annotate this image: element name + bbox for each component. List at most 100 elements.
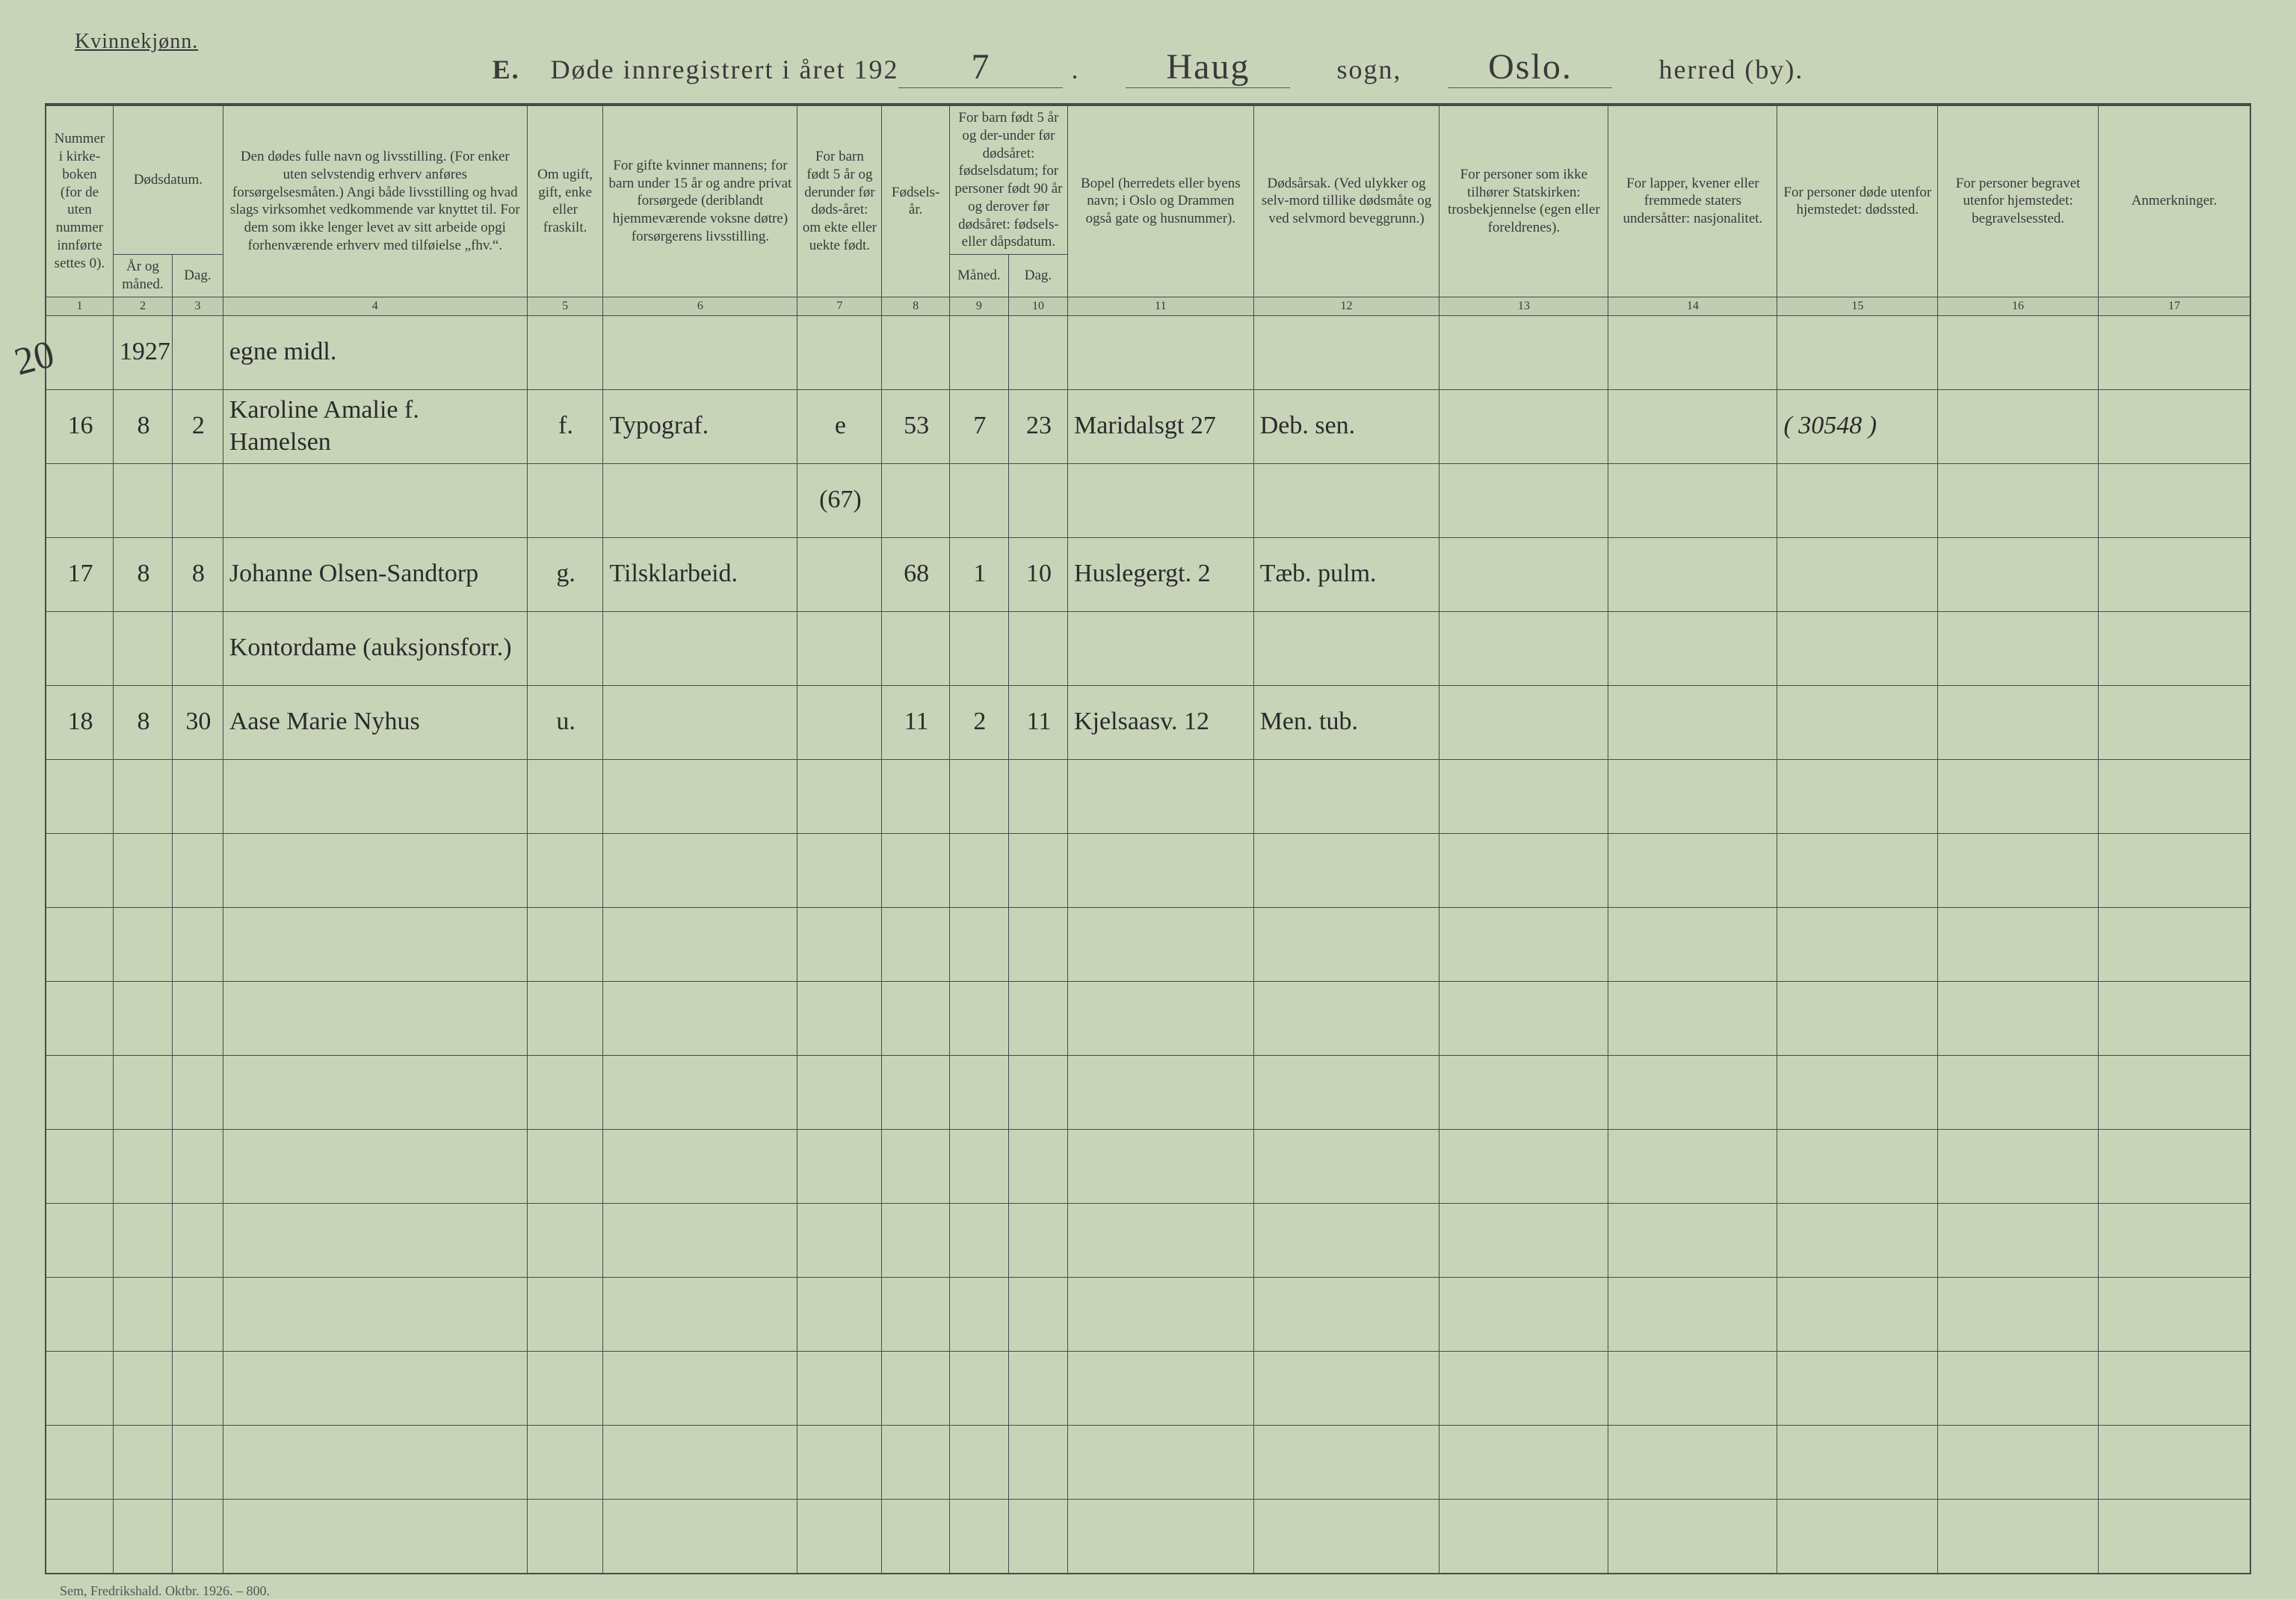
cell-remarks	[2098, 315, 2250, 389]
col-5-header: Om ugift, gift, enke eller fraskilt.	[527, 105, 603, 297]
blank-cell	[113, 907, 172, 981]
cell-remarks	[2098, 537, 2250, 611]
col-2-header: År og måned.	[113, 255, 172, 297]
blank-cell	[527, 759, 603, 833]
cell-residence: Huslegergt. 2	[1068, 537, 1254, 611]
blank-cell	[1608, 1351, 1777, 1425]
blank-cell	[46, 1055, 113, 1129]
blank-cell	[949, 907, 1008, 981]
colnum: 8	[882, 297, 949, 315]
blank-cell	[173, 1499, 223, 1574]
blank-cell	[949, 1425, 1008, 1499]
cell-death_place	[1777, 537, 1938, 611]
cell-year_month	[113, 463, 172, 537]
blank-cell	[113, 981, 172, 1055]
cell-provider	[603, 685, 797, 759]
blank-cell	[603, 1055, 797, 1129]
cell-day: 30	[173, 685, 223, 759]
colnum: 13	[1439, 297, 1608, 315]
blank-cell	[2098, 833, 2250, 907]
blank-cell	[2098, 907, 2250, 981]
blank-cell	[2098, 1277, 2250, 1351]
cell-birth_day	[1008, 611, 1067, 685]
blank-cell	[949, 1055, 1008, 1129]
table-row: 1927egne midl.	[46, 315, 2250, 389]
blank-cell	[797, 907, 882, 981]
cell-day	[173, 463, 223, 537]
blank-cell	[1777, 833, 1938, 907]
blank-cell	[797, 1499, 882, 1574]
cell-day: 2	[173, 389, 223, 463]
blank-cell	[173, 907, 223, 981]
blank-cell	[1253, 1351, 1439, 1425]
blank-cell	[113, 1129, 172, 1203]
blank-cell	[603, 1129, 797, 1203]
colnum: 4	[223, 297, 527, 315]
blank-cell	[797, 1351, 882, 1425]
table-row-blank	[46, 1499, 2250, 1574]
blank-cell	[1439, 833, 1608, 907]
col-17-header: Anmerkninger.	[2098, 105, 2250, 297]
cell-faith	[1439, 463, 1608, 537]
col-2-3-group: Dødsdatum.	[113, 105, 223, 255]
cell-legit	[797, 685, 882, 759]
blank-cell	[603, 759, 797, 833]
blank-cell	[527, 907, 603, 981]
cell-year_month: 8	[113, 537, 172, 611]
blank-cell	[223, 1351, 527, 1425]
table-row-blank	[46, 1351, 2250, 1425]
blank-cell	[1777, 1055, 1938, 1129]
cell-birth_month: 1	[949, 537, 1008, 611]
blank-cell	[2098, 1499, 2250, 1574]
cell-faith	[1439, 389, 1608, 463]
blank-cell	[2098, 1351, 2250, 1425]
blank-cell	[223, 1055, 527, 1129]
cell-provider: Typograf.	[603, 389, 797, 463]
blank-cell	[173, 1203, 223, 1277]
blank-cell	[1777, 981, 1938, 1055]
cell-birth_day: 10	[1008, 537, 1067, 611]
colnum: 1	[46, 297, 113, 315]
table-row-blank	[46, 833, 2250, 907]
blank-cell	[1008, 1499, 1067, 1574]
blank-cell	[882, 759, 949, 833]
blank-cell	[2098, 1129, 2250, 1203]
blank-cell	[1253, 1055, 1439, 1129]
table-row: (67)	[46, 463, 2250, 537]
cell-birth_year	[882, 611, 949, 685]
cell-burial_place	[1938, 537, 2099, 611]
table-row: Kontordame (auksjonsforr.)	[46, 611, 2250, 685]
cell-birth_day	[1008, 315, 1067, 389]
blank-cell	[173, 833, 223, 907]
blank-cell	[1439, 907, 1608, 981]
blank-cell	[1008, 1055, 1067, 1129]
cell-burial_place	[1938, 463, 2099, 537]
cell-provider: Tilsklarbeid.	[603, 537, 797, 611]
cell-birth_month: 2	[949, 685, 1008, 759]
blank-cell	[223, 1203, 527, 1277]
colnum: 11	[1068, 297, 1254, 315]
blank-cell	[46, 1425, 113, 1499]
colnum: 14	[1608, 297, 1777, 315]
blank-cell	[1777, 1203, 1938, 1277]
cell-cause: Men. tub.	[1253, 685, 1439, 759]
cell-num	[46, 611, 113, 685]
blank-cell	[1439, 1425, 1608, 1499]
blank-cell	[949, 1129, 1008, 1203]
cell-legit	[797, 315, 882, 389]
blank-cell	[1068, 1203, 1254, 1277]
blank-cell	[113, 1203, 172, 1277]
cell-faith	[1439, 315, 1608, 389]
column-number-row: 1 2 3 4 5 6 7 8 9 10 11 12 13 14 15 16 1…	[46, 297, 2250, 315]
cell-provider	[603, 463, 797, 537]
cell-residence	[1068, 315, 1254, 389]
blank-cell	[882, 1351, 949, 1425]
blank-cell	[173, 759, 223, 833]
blank-cell	[1068, 1277, 1254, 1351]
footer-imprint: Sem, Fredrikshald. Oktbr. 1926. – 800.	[60, 1583, 2251, 1599]
blank-cell	[797, 833, 882, 907]
blank-cell	[949, 981, 1008, 1055]
cell-nationality	[1608, 463, 1777, 537]
cell-name: Johanne Olsen-Sandtorp	[223, 537, 527, 611]
blank-cell	[1439, 981, 1608, 1055]
